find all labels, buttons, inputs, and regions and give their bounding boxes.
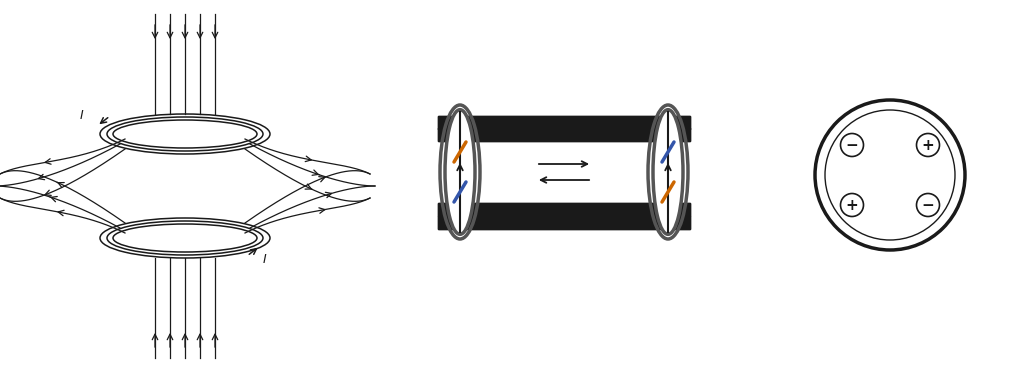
Text: −: − — [846, 138, 858, 153]
Bar — [438, 128, 690, 141]
Circle shape — [917, 193, 939, 217]
Bar — [438, 115, 690, 128]
Circle shape — [917, 134, 939, 157]
Circle shape — [815, 100, 965, 250]
Text: I: I — [80, 109, 83, 122]
Bar — [438, 202, 690, 215]
Bar — [438, 128, 690, 141]
Bar — [438, 115, 690, 128]
Circle shape — [840, 134, 863, 157]
Bar — [438, 202, 690, 215]
Bar — [438, 215, 690, 228]
Text: −: − — [922, 198, 934, 212]
Text: +: + — [922, 138, 934, 153]
Bar — [438, 215, 690, 228]
Ellipse shape — [653, 110, 683, 234]
Text: I: I — [263, 253, 267, 266]
Text: +: + — [846, 198, 858, 212]
Circle shape — [840, 193, 863, 217]
Ellipse shape — [445, 110, 475, 234]
Circle shape — [825, 110, 955, 240]
